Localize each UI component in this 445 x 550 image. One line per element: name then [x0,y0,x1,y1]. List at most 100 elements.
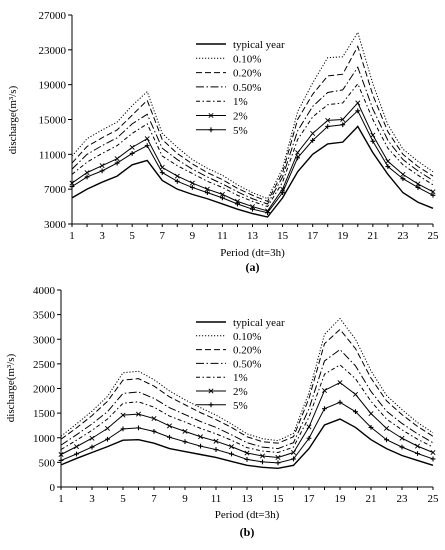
chart-b-data-point [166,423,173,429]
chart-a-data-point [84,170,90,176]
chart-a-series-line [71,82,434,208]
chart-a-x-tick-label: 1 [69,230,75,242]
chart-a-data-point [265,210,270,216]
chart-a-data-point [174,178,180,184]
chart-a-x-tick-label: 13 [247,230,259,242]
chart-b-data-point [306,435,312,441]
chart-a-series-3: 0.50% [71,66,434,205]
chart-a-series-6: 5% [69,108,436,216]
chart-a-legend-label: 5% [233,125,248,137]
chart-b-data-point [337,380,343,386]
chart-a-data-point [370,132,376,138]
chart-b-x-tick-label: 25 [428,493,440,505]
chart-a-data-point [340,122,346,128]
chart-b-series-line [60,328,434,444]
chart-a-series-0: typical year [71,39,434,218]
chart-b-series-line [60,348,434,450]
chart-a-data-point [280,186,286,192]
chart-b-series-3: 0.50% [60,348,434,450]
chart-a-data-point [174,173,180,179]
chart-a-x-tick-label: 5 [129,230,135,242]
chart-b-data-point [415,451,420,456]
chart-b-legend-marker [208,388,214,394]
chart-b-data-point [430,450,436,456]
chart-a-x-tick-label: 3 [99,230,105,242]
chart-b-data-point [368,411,374,417]
chart-a-data-point [234,198,240,204]
chart-a-legend-marker [208,112,214,119]
chart-b-data-point [322,406,327,412]
chart-b-data-point [213,447,219,452]
chart-b-series-line [60,364,434,454]
chart-b-data-point [368,425,374,430]
chart-b-y-tick-label: 2500 [33,359,56,371]
chart-b-data-point [430,456,436,462]
chart-b-data-point [197,434,204,440]
chart-a-y-tick-label: 15000 [39,115,67,127]
chart-a-data-point [310,130,316,136]
chart-b-data-point [89,444,95,450]
chart-a-y-tick-label: 3000 [44,219,67,231]
chart-b-data-point [135,411,142,417]
chart-a-data-point [204,186,210,192]
chart-b-series-1: 0.10% [60,317,434,442]
chart-b-data-point [136,425,141,431]
chart-b-data-point [306,424,312,430]
chart-b-y-tick-label: 2000 [33,384,56,396]
chart-b-series-4: 1% [60,364,434,454]
chart-b-series-0: typical year [60,317,434,469]
chart-b-x-tick-label: 7 [151,493,157,505]
chart-b-legend-label: 1% [233,372,248,384]
chart-b-x-tick-label: 23 [397,493,409,505]
chart-b-series-line [60,418,434,469]
chart-b-data-point [259,453,266,459]
chart-a-data-point [400,171,406,177]
chart-a-data-point [295,150,301,156]
chart-b-legend-label: typical year [233,317,285,329]
chart-b-data-point [399,444,405,450]
chart-a-panel-label: (a) [246,260,260,274]
chart-a-data-point [69,184,75,189]
chart-b-data-point [105,436,110,442]
chart-b-legend-label: 5% [233,400,248,412]
chart-a-x-tick-label: 7 [160,230,166,242]
chart-a-data-point [325,124,331,129]
chart-a-x-axis-label: Period (dt=3h) [220,247,285,259]
chart-a-x-tick-label: 25 [428,230,440,242]
chart-b-data-point [151,416,157,422]
chart-b-legend-marker [208,402,214,408]
chart-a-x-tick-label: 23 [397,230,409,242]
chart-b-data-point [58,451,64,458]
chart-a-legend-marker [208,127,214,133]
chart-b-data-point [104,425,111,431]
chart-a-data-point [415,185,421,190]
chart-b-data-point [383,425,390,431]
chart-a-data-point [99,168,105,174]
chart-a-data-point [114,160,120,166]
chart-a-data-point [84,174,90,180]
chart-b-data-point [260,459,265,465]
chart-b-data-point [167,434,172,440]
chart-b-x-tick-label: 21 [366,493,377,505]
chart-b-data-point [74,451,79,457]
chart-a-data-point [204,190,210,196]
chart-a-legend-label: 0.20% [233,68,261,80]
chart-a-data-point [430,192,436,198]
chart-b-data-point [120,426,126,432]
chart-b-y-tick-label: 1500 [33,408,56,420]
chart-a-data-point [325,117,331,123]
chart-a-x-tick-label: 19 [337,230,349,242]
chart-a-data-point [129,144,135,150]
chart-a-x-tick-label: 9 [190,230,196,242]
chart-b-y-tick-label: 500 [39,457,56,469]
chart-b-x-tick-label: 3 [89,493,95,505]
chart-a-x-tick-label: 15 [277,230,289,242]
chart-a-series-5: 2% [69,100,436,214]
chart-a-data-point [355,100,361,106]
chart-b-data-point [337,399,343,405]
chart-b-data-point [384,437,389,443]
chart-a-data-point [295,155,301,161]
chart-a-data-point [144,136,150,142]
